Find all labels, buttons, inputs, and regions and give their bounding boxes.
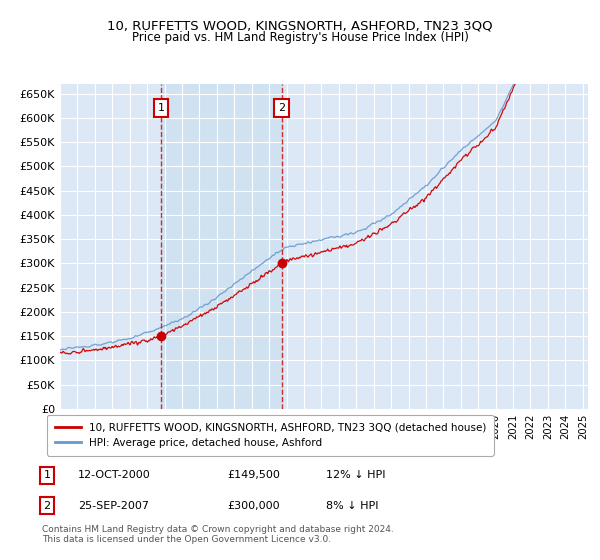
Text: Price paid vs. HM Land Registry's House Price Index (HPI): Price paid vs. HM Land Registry's House … — [131, 31, 469, 44]
Text: 1: 1 — [44, 470, 50, 480]
Bar — [161, 84, 282, 409]
Text: 1: 1 — [157, 103, 164, 113]
Legend: 10, RUFFETTS WOOD, KINGSNORTH, ASHFORD, TN23 3QQ (detached house), HPI: Average : 10, RUFFETTS WOOD, KINGSNORTH, ASHFORD, … — [47, 416, 494, 455]
Text: 2: 2 — [278, 103, 286, 113]
Text: 12% ↓ HPI: 12% ↓ HPI — [326, 470, 385, 480]
Text: 12-OCT-2000: 12-OCT-2000 — [78, 470, 151, 480]
Text: 10, RUFFETTS WOOD, KINGSNORTH, ASHFORD, TN23 3QQ: 10, RUFFETTS WOOD, KINGSNORTH, ASHFORD, … — [107, 20, 493, 32]
Text: £149,500: £149,500 — [228, 470, 281, 480]
Text: Contains HM Land Registry data © Crown copyright and database right 2024.
This d: Contains HM Land Registry data © Crown c… — [42, 525, 394, 544]
Text: 25-SEP-2007: 25-SEP-2007 — [78, 501, 149, 511]
Text: £300,000: £300,000 — [228, 501, 280, 511]
Text: 8% ↓ HPI: 8% ↓ HPI — [326, 501, 379, 511]
Text: 2: 2 — [44, 501, 51, 511]
